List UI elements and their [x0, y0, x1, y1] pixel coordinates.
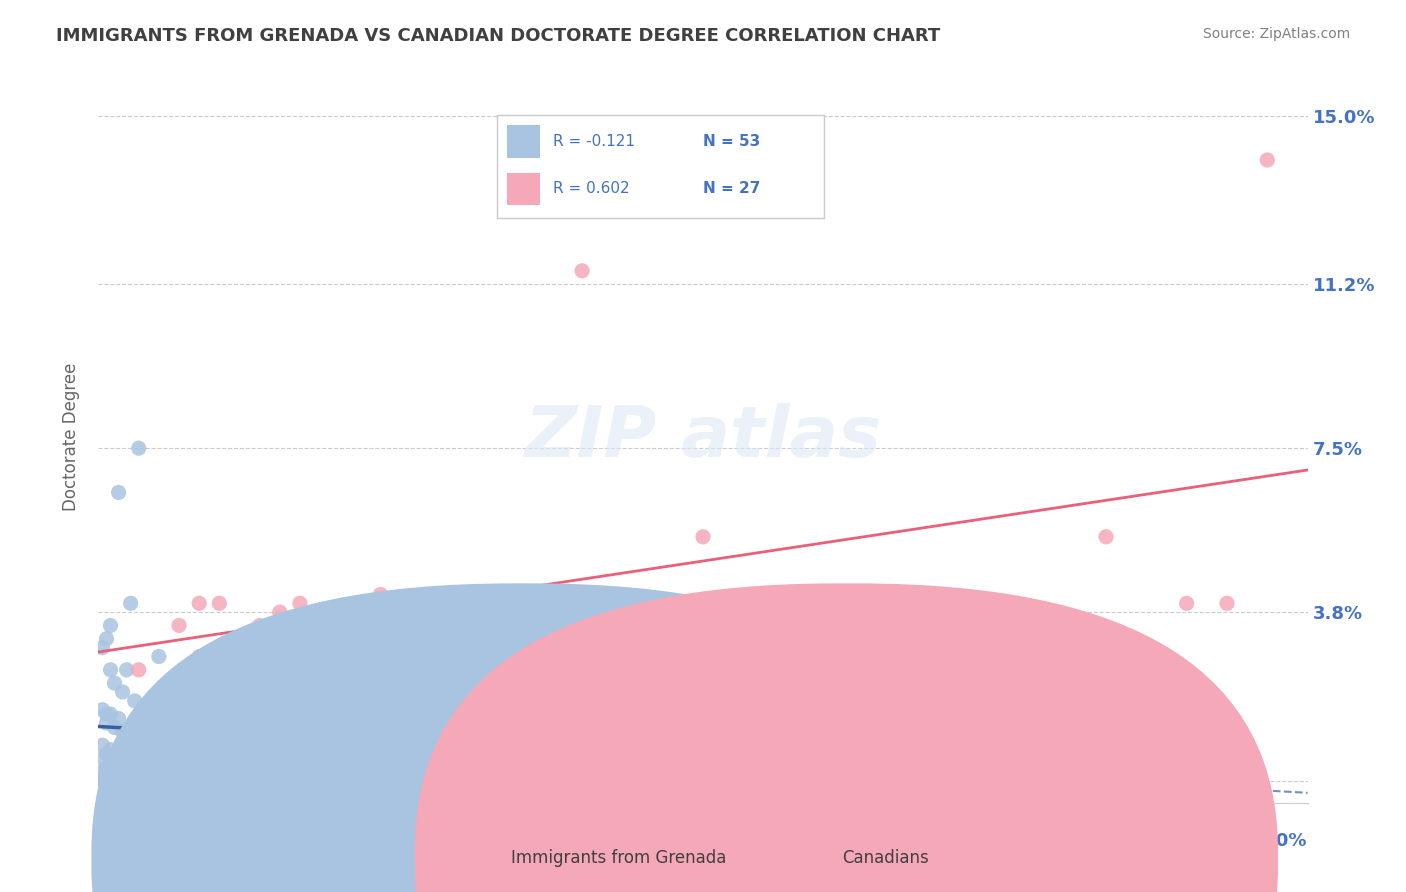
Point	[288, 596, 311, 610]
Point	[120, 596, 142, 610]
Point	[96, 747, 118, 761]
Point	[96, 716, 118, 731]
Point	[309, 618, 332, 632]
Point	[752, 760, 775, 774]
Point	[893, 596, 915, 610]
Point	[100, 663, 122, 677]
Point	[100, 742, 122, 756]
Point	[135, 738, 157, 752]
Point	[111, 760, 134, 774]
Text: Canadians: Canadians	[842, 849, 929, 867]
Text: 30.0%: 30.0%	[1246, 832, 1308, 850]
Point	[571, 764, 593, 779]
Point	[103, 764, 125, 779]
Text: IMMIGRANTS FROM GRENADA VS CANADIAN DOCTORATE DEGREE CORRELATION CHART: IMMIGRANTS FROM GRENADA VS CANADIAN DOCT…	[56, 27, 941, 45]
Point	[103, 721, 125, 735]
Point	[120, 729, 142, 743]
Point	[91, 738, 114, 752]
Point	[188, 649, 211, 664]
Point	[96, 760, 118, 774]
Point	[91, 773, 114, 788]
Point	[96, 773, 118, 788]
Point	[692, 530, 714, 544]
Point	[1256, 153, 1278, 167]
Point	[733, 596, 755, 610]
Point	[148, 649, 170, 664]
Point	[128, 733, 150, 747]
Point	[96, 769, 118, 783]
Point	[100, 618, 122, 632]
Point	[1175, 596, 1198, 610]
Point	[188, 596, 211, 610]
Point	[103, 747, 125, 761]
Text: Source: ZipAtlas.com: Source: ZipAtlas.com	[1202, 27, 1350, 41]
Point	[1095, 530, 1118, 544]
Point	[148, 773, 170, 788]
Point	[1216, 596, 1239, 610]
Point	[107, 712, 129, 726]
Point	[128, 663, 150, 677]
Point	[107, 773, 129, 788]
Point	[91, 764, 114, 779]
Point	[974, 605, 997, 619]
Point	[167, 618, 190, 632]
Point	[91, 703, 114, 717]
Point	[96, 632, 118, 646]
Point	[124, 773, 146, 788]
Point	[491, 605, 513, 619]
Point	[813, 587, 835, 601]
Point	[96, 769, 118, 783]
Point	[167, 769, 190, 783]
Point	[132, 773, 155, 788]
Point	[103, 756, 125, 770]
Point	[571, 264, 593, 278]
Y-axis label: Doctorate Degree: Doctorate Degree	[62, 363, 80, 511]
Point	[329, 605, 352, 619]
Point	[100, 764, 122, 779]
Point	[111, 724, 134, 739]
Point	[208, 596, 231, 610]
Text: Immigrants from Grenada: Immigrants from Grenada	[510, 849, 727, 867]
Point	[100, 751, 122, 765]
Text: 0.0%: 0.0%	[98, 832, 149, 850]
Point	[91, 773, 114, 788]
Point	[107, 751, 129, 765]
Point	[370, 587, 392, 601]
Point	[91, 769, 114, 783]
Text: ZIP atlas: ZIP atlas	[524, 402, 882, 472]
Point	[269, 605, 291, 619]
Point	[124, 694, 146, 708]
Point	[139, 773, 162, 788]
Point	[111, 685, 134, 699]
Point	[107, 485, 129, 500]
Point	[91, 640, 114, 655]
Point	[156, 773, 179, 788]
Point	[115, 773, 138, 788]
Point	[100, 707, 122, 722]
Point	[100, 769, 122, 783]
Point	[96, 707, 118, 722]
Point	[651, 605, 673, 619]
Point	[934, 751, 956, 765]
Point	[188, 764, 211, 779]
Point	[409, 596, 432, 610]
Point	[128, 441, 150, 455]
Point	[249, 618, 271, 632]
Point	[228, 632, 250, 646]
Point	[115, 663, 138, 677]
Point	[103, 676, 125, 690]
Point	[450, 596, 472, 610]
Point	[91, 751, 114, 765]
